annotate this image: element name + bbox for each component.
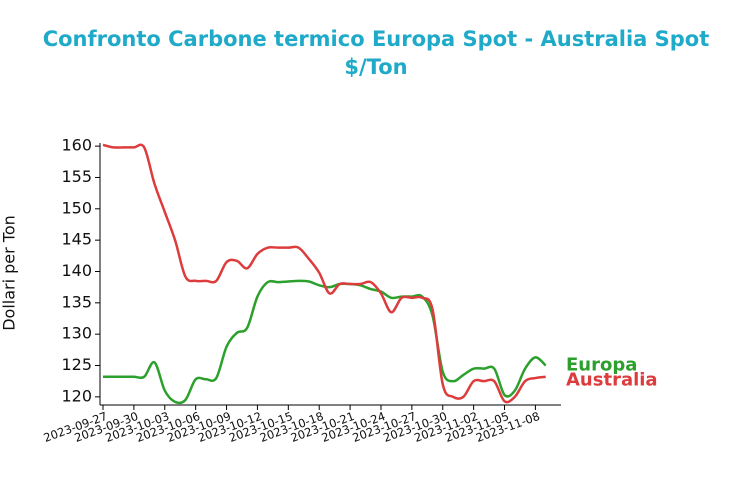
y-tick-label: 125 — [61, 355, 92, 374]
y-tick-label: 150 — [61, 198, 92, 217]
y-tick-label: 160 — [61, 136, 92, 155]
y-tick-label: 130 — [61, 324, 92, 343]
line — [103, 279, 547, 405]
y-tick-label: 145 — [61, 230, 92, 249]
legend-label: Europa — [566, 355, 637, 376]
y-tick-label: 155 — [61, 167, 92, 186]
legend-label: Australia — [566, 370, 658, 391]
chart-title: Confronto Carbone termico Europa Spot - … — [43, 27, 710, 51]
y-tick-label: 135 — [61, 292, 92, 311]
y-axis-label: Dollari per Ton — [0, 215, 19, 331]
y-tick-label: 120 — [61, 386, 92, 405]
chart-subtitle: $/Ton — [344, 55, 407, 79]
y-tick-label: 140 — [61, 261, 92, 280]
line — [102, 143, 546, 404]
